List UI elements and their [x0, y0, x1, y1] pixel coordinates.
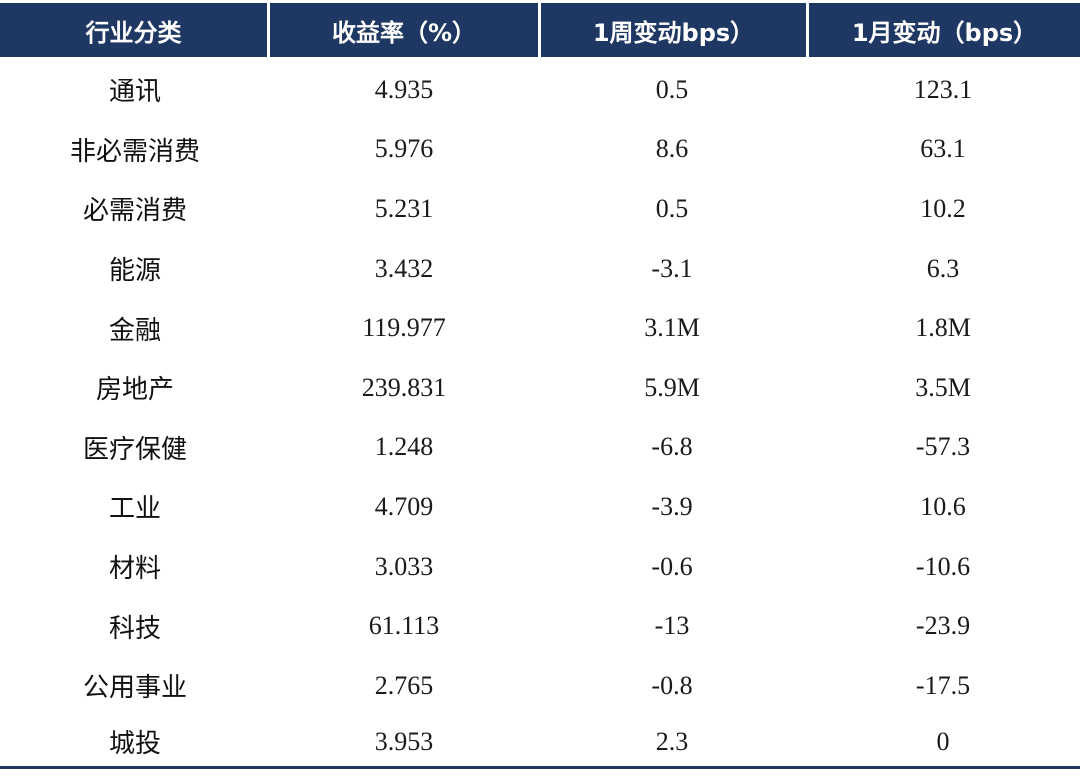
cell-yield: 5.976 [374, 134, 434, 164]
table-row: 必需消费 5.231 0.5 10.2 [0, 179, 1080, 239]
table-row: 城投 3.953 2.3 0 [0, 716, 1080, 768]
cell-1m-change: 0 [936, 726, 950, 756]
cell-sector: 金融 [108, 315, 161, 346]
cell-sector: 能源 [108, 256, 161, 287]
cell-1w-change: 3.1M [644, 313, 700, 343]
cell-1m-change: -23.9 [915, 611, 971, 641]
cell-sector: 工业 [108, 494, 161, 525]
table-header: 行业分类 收益率（%） 1周变动bps） 1月变动（bps） [0, 3, 1080, 57]
cell-sector: 材料 [108, 554, 161, 585]
cell-sector: 医疗保健 [82, 434, 187, 465]
cell-yield: 61.113 [368, 611, 440, 641]
cell-yield: 5.231 [374, 193, 434, 223]
header-yield: 收益率（%） [270, 3, 538, 57]
cell-yield: 2.765 [374, 670, 434, 700]
table-row: 工业 4.709 -3.9 10.6 [0, 477, 1080, 537]
cell-sector: 科技 [108, 613, 161, 644]
cell-yield: 3.432 [374, 253, 434, 283]
cell-sector: 城投 [108, 729, 161, 760]
cell-yield: 4.935 [374, 74, 434, 104]
cell-1w-change: -3.9 [651, 491, 693, 521]
cell-1m-change: 10.2 [920, 193, 966, 223]
cell-1w-change: 0.5 [655, 74, 689, 104]
cell-sector: 房地产 [95, 375, 174, 406]
cell-1w-change: 8.6 [655, 134, 689, 164]
header-1w-change: 1周变动bps） [541, 3, 806, 57]
cell-yield: 1.248 [374, 432, 434, 462]
cell-1m-change: -57.3 [915, 432, 971, 462]
cell-1w-change: -3.1 [651, 253, 693, 283]
cell-1w-change: 0.5 [655, 193, 689, 223]
cell-1m-change: 10.6 [920, 491, 966, 521]
table-row: 医疗保健 1.248 -6.8 -57.3 [0, 418, 1080, 478]
table-row: 科技 61.113 -13 -23.9 [0, 596, 1080, 656]
cell-yield: 239.831 [361, 372, 447, 402]
cell-sector: 通讯 [108, 77, 161, 108]
cell-1m-change: 3.5M [915, 372, 971, 402]
table-row: 能源 3.432 -3.1 6.3 [0, 239, 1080, 299]
table-row: 房地产 239.831 5.9M 3.5M [0, 358, 1080, 418]
cell-1m-change: -10.6 [915, 551, 971, 581]
table-row: 材料 3.033 -0.6 -10.6 [0, 537, 1080, 597]
table-bottom-rule [0, 766, 1080, 769]
cell-sector: 公用事业 [82, 673, 187, 704]
cell-1m-change: 63.1 [920, 134, 966, 164]
cell-1m-change: 123.1 [913, 74, 973, 104]
cell-yield: 119.977 [362, 313, 446, 343]
header-sector: 行业分类 [0, 3, 267, 57]
header-1m-change: 1月变动（bps） [809, 3, 1080, 57]
cell-1w-change: -6.8 [651, 432, 693, 462]
table-row: 非必需消费 5.976 8.6 63.1 [0, 120, 1080, 180]
table-row: 金融 119.977 3.1M 1.8M [0, 298, 1080, 358]
cell-1w-change: -0.8 [651, 670, 693, 700]
cell-yield: 3.953 [374, 726, 434, 756]
cell-1w-change: 5.9M [644, 372, 700, 402]
cell-yield: 4.709 [374, 491, 434, 521]
cell-sector: 必需消费 [82, 196, 187, 227]
cell-1m-change: -17.5 [915, 670, 971, 700]
cell-1m-change: 1.8M [915, 313, 971, 343]
cell-1w-change: -0.6 [651, 551, 693, 581]
cell-1w-change: -13 [654, 611, 690, 641]
table-body: 通讯 4.935 0.5 123.1 非必需消费 5.976 8.6 63.1 … [0, 60, 1080, 768]
cell-1w-change: 2.3 [655, 726, 689, 756]
cell-sector: 非必需消费 [69, 136, 200, 167]
table-row: 公用事业 2.765 -0.8 -17.5 [0, 656, 1080, 716]
table-row: 通讯 4.935 0.5 123.1 [0, 60, 1080, 120]
cell-1m-change: 6.3 [926, 253, 960, 283]
cell-yield: 3.033 [374, 551, 434, 581]
